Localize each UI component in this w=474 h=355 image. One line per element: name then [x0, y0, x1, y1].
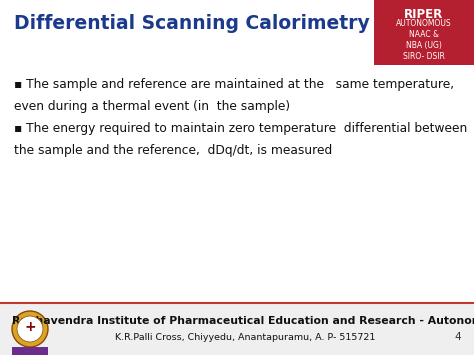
Text: AUTONOMOUS: AUTONOMOUS [396, 19, 452, 28]
FancyBboxPatch shape [12, 347, 48, 355]
Text: SIRO- DSIR: SIRO- DSIR [403, 52, 445, 61]
Text: even during a thermal event (in  the sample): even during a thermal event (in the samp… [14, 100, 290, 113]
Text: Raghavendra Institute of Pharmaceutical Education and Research - Autonomous: Raghavendra Institute of Pharmaceutical … [12, 316, 474, 326]
Circle shape [17, 316, 43, 342]
Text: RIPER: RIPER [404, 8, 444, 21]
Text: ▪ The energy required to maintain zero temperature  differential between: ▪ The energy required to maintain zero t… [14, 122, 467, 135]
Text: Differential Scanning Calorimetry (DSC): Differential Scanning Calorimetry (DSC) [14, 14, 437, 33]
FancyBboxPatch shape [374, 0, 474, 65]
Text: 4: 4 [455, 332, 461, 342]
Text: NBA (UG): NBA (UG) [406, 41, 442, 50]
Text: NAAC &: NAAC & [409, 30, 439, 39]
Text: K.R.Palli Cross, Chiyyedu, Anantapuramu, A. P- 515721: K.R.Palli Cross, Chiyyedu, Anantapuramu,… [115, 333, 375, 342]
Text: +: + [24, 320, 36, 334]
Text: ▪ The sample and reference are maintained at the   same temperature,: ▪ The sample and reference are maintaine… [14, 78, 454, 91]
Circle shape [12, 311, 48, 347]
FancyBboxPatch shape [0, 303, 474, 355]
Text: the sample and the reference,  dDq/dt, is measured: the sample and the reference, dDq/dt, is… [14, 144, 332, 157]
